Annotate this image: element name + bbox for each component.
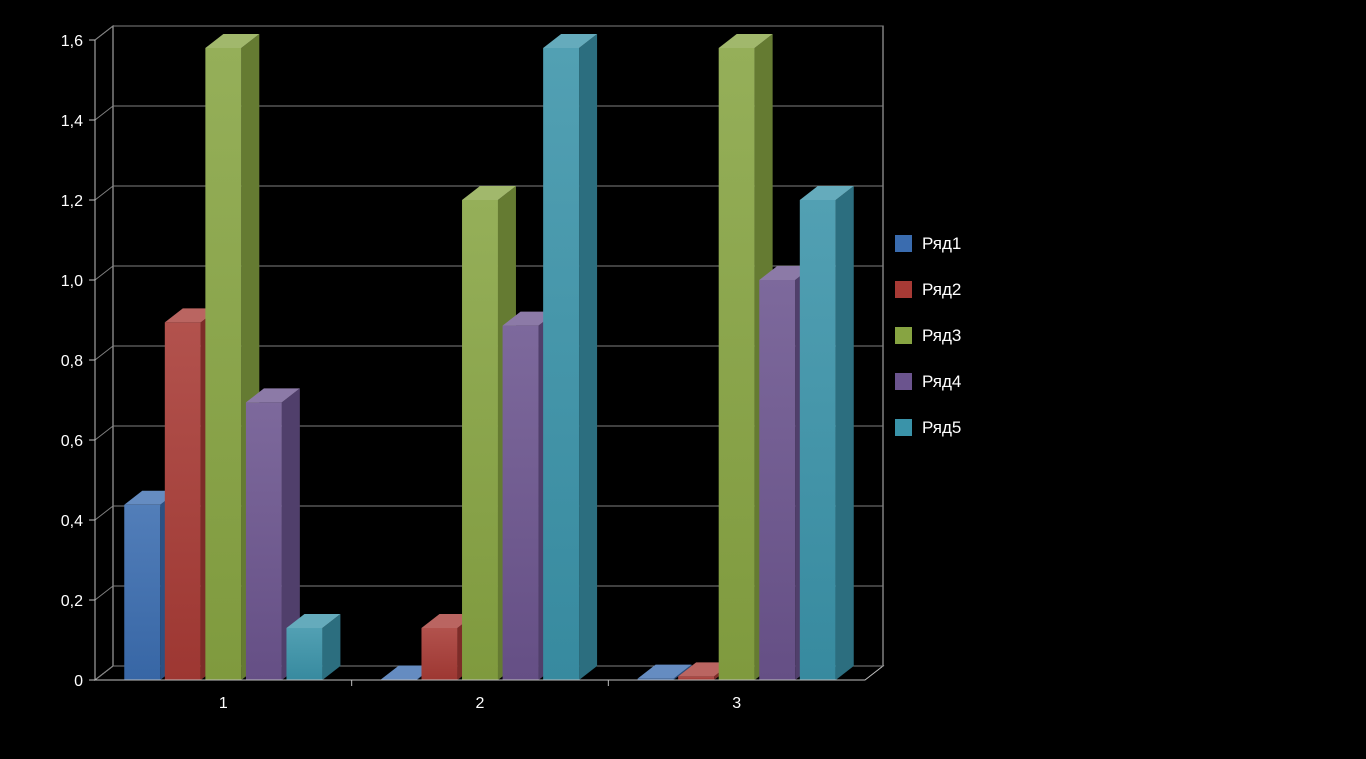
y-tick-label: 0,8	[61, 353, 83, 370]
legend-swatch	[895, 419, 912, 436]
y-tick-label: 0,6	[61, 433, 83, 450]
legend-label: Ряд1	[922, 234, 961, 253]
y-tick-label: 0,2	[61, 593, 83, 610]
x-tick-label: 2	[476, 695, 485, 712]
bar	[286, 614, 340, 680]
legend-swatch	[895, 373, 912, 390]
legend-swatch	[895, 235, 912, 252]
x-tick-label: 3	[732, 695, 741, 712]
legend-item: Ряд2	[895, 280, 961, 299]
bar	[543, 34, 597, 680]
legend-swatch	[895, 281, 912, 298]
legend-swatch	[895, 327, 912, 344]
legend-item: Ряд4	[895, 372, 961, 391]
y-tick-label: 1,4	[61, 113, 83, 130]
legend-label: Ряд3	[922, 326, 961, 345]
legend-item: Ряд3	[895, 326, 961, 345]
y-tick-label: 1,2	[61, 193, 83, 210]
y-tick-label: 1,6	[61, 33, 83, 50]
legend-label: Ряд5	[922, 418, 961, 437]
x-tick-label: 1	[219, 695, 228, 712]
bar	[800, 186, 854, 680]
legend-item: Ряд5	[895, 418, 961, 437]
y-tick-label: 0	[74, 673, 83, 690]
bar-chart: 0 0,2 0,4 0,6 0,8 1,0 1,2 1,4 1,6 1 2 3 Ряд1 Ряд2 Ряд3…	[0, 0, 1366, 759]
y-tick-label: 1,0	[61, 273, 83, 290]
legend-label: Ряд2	[922, 280, 961, 299]
legend-label: Ряд4	[922, 372, 961, 391]
legend-item: Ряд1	[895, 234, 961, 253]
y-tick-label: 0,4	[61, 513, 83, 530]
